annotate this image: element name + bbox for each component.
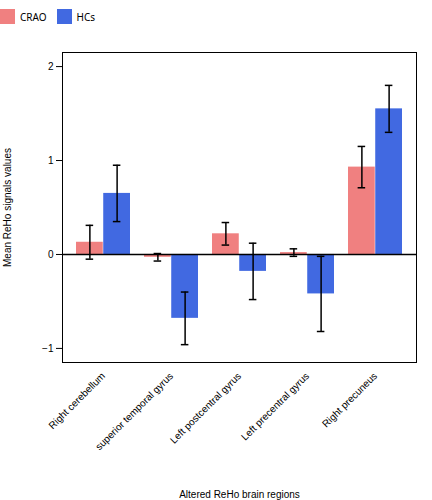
html-text:HCs: HCs	[76, 9, 96, 24]
svg-text:2: 2	[48, 61, 54, 72]
svg-text:Left precentral gyrus: Left precentral gyrus	[239, 370, 311, 442]
svg-text:−1: −1	[42, 343, 54, 354]
svg-text:Altered ReHo brain regions: Altered ReHo brain regions	[179, 489, 300, 500]
svg-text:0: 0	[48, 249, 54, 260]
svg-text:Right cerebellum: Right cerebellum	[46, 370, 107, 431]
svg-text:1: 1	[48, 155, 54, 166]
html-text:CRAO: CRAO	[20, 9, 47, 24]
svg-text:superior temporal gyrus: superior temporal gyrus	[93, 370, 175, 452]
svg-text:Mean ReHo signals values: Mean ReHo signals values	[2, 148, 13, 267]
svg-text:Right precuneus: Right precuneus	[320, 370, 379, 429]
svg-text:Left postcentral gyrus: Left postcentral gyrus	[168, 370, 243, 445]
